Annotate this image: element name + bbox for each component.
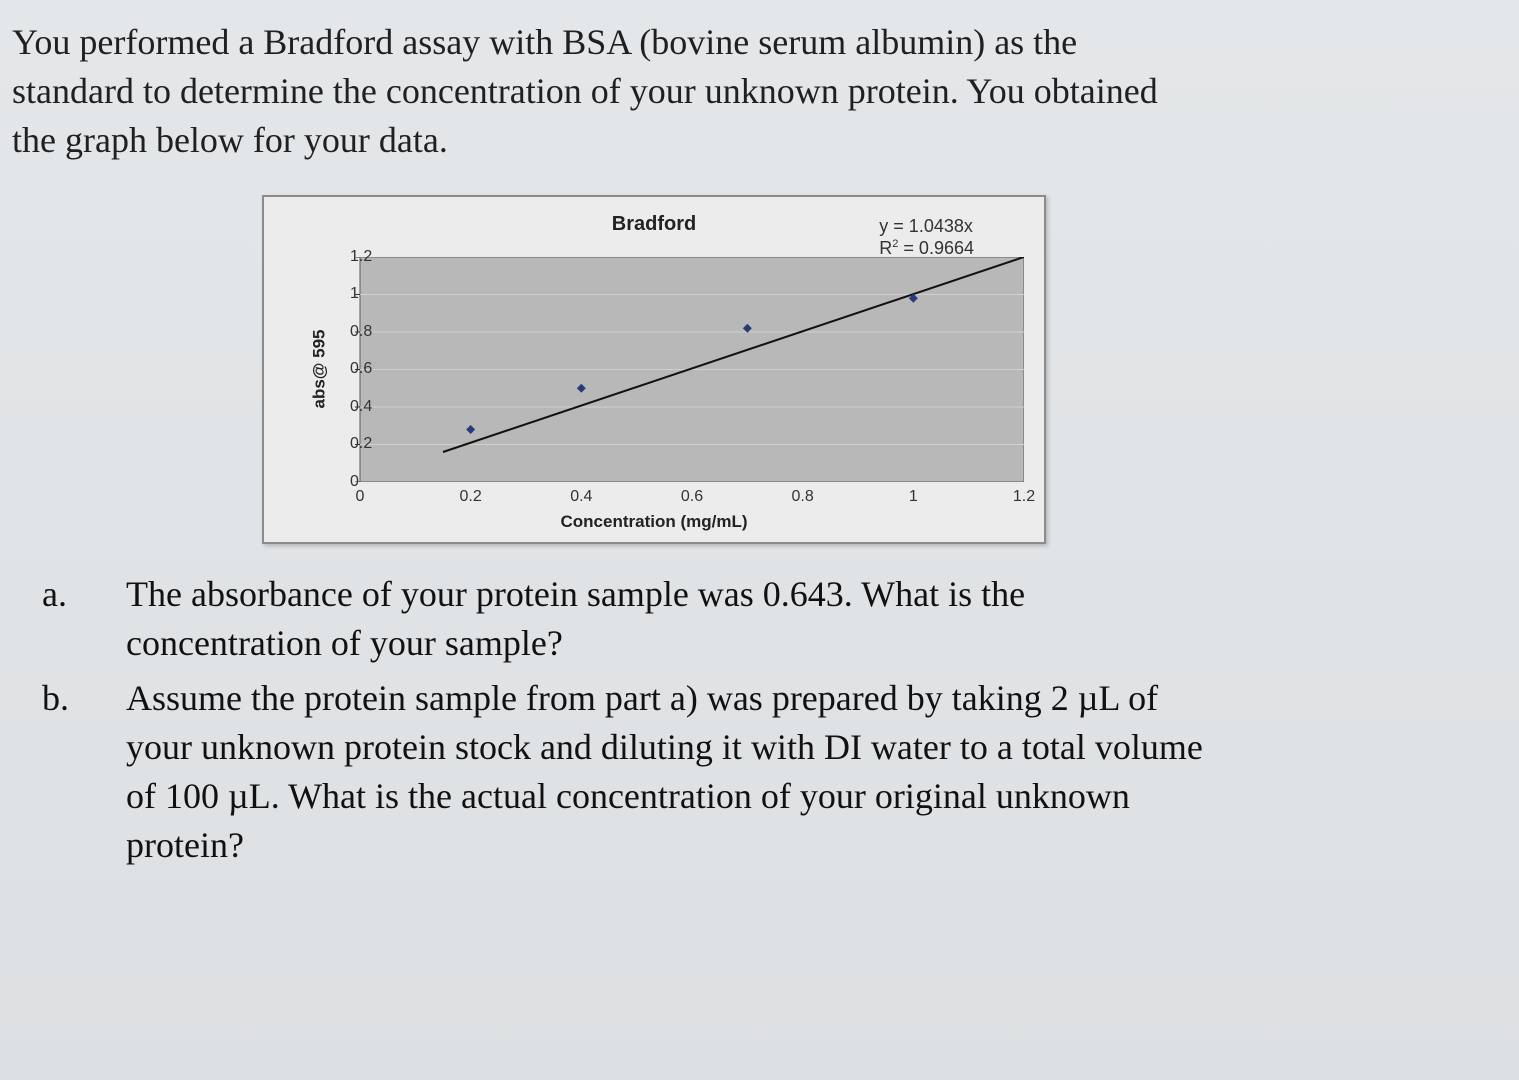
chart-equation: y = 1.0438x R2 = 0.9664 — [879, 215, 974, 260]
chart-svg — [322, 257, 1024, 482]
page: You performed a Bradford assay with BSA … — [0, 0, 1519, 870]
question-text: Assume the protein sample from part a) w… — [126, 674, 1497, 870]
x-tick-label: 0.6 — [681, 488, 703, 506]
x-tick-label: 0 — [356, 488, 365, 506]
y-tick-label: 0.8 — [350, 323, 352, 341]
x-tick-label: 1 — [909, 488, 918, 506]
x-tick-label: 1.2 — [1013, 488, 1035, 506]
question-line: protein? — [126, 825, 244, 865]
x-tick-label: 0.4 — [570, 488, 592, 506]
intro-line: You performed a Bradford assay with BSA … — [12, 22, 1077, 62]
y-tick-label: 0.2 — [350, 435, 352, 453]
question-label: a. — [12, 570, 126, 668]
question-text: The absorbance of your protein sample wa… — [126, 570, 1497, 668]
y-tick-label: 0 — [350, 473, 352, 491]
question-line: The absorbance of your protein sample wa… — [126, 574, 1025, 614]
question-a: a. The absorbance of your protein sample… — [12, 570, 1497, 668]
intro-line: standard to determine the concentration … — [12, 71, 1158, 111]
x-tick-label: 0.2 — [460, 488, 482, 506]
y-tick-label: 0.4 — [350, 398, 352, 416]
equation-line1: y = 1.0438x — [879, 216, 973, 236]
intro-text: You performed a Bradford assay with BSA … — [12, 18, 1497, 165]
bradford-chart: Bradford y = 1.0438x R2 = 0.9664 abs@ 59… — [262, 195, 1046, 544]
y-tick-label: 1.2 — [350, 248, 352, 266]
equation-line2-r: R — [879, 238, 892, 258]
y-tick-label: 1 — [350, 285, 352, 303]
question-line: of 100 µL. What is the actual concentrat… — [126, 776, 1130, 816]
question-label: b. — [12, 674, 126, 870]
x-axis-label: Concentration (mg/mL) — [264, 512, 1044, 532]
question-line: your unknown protein stock and diluting … — [126, 727, 1203, 767]
plot-area: 00.20.40.60.811.200.20.40.60.811.2 — [322, 257, 1024, 482]
question-line: Assume the protein sample from part a) w… — [126, 678, 1158, 718]
intro-line: the graph below for your data. — [12, 120, 448, 160]
questions: a. The absorbance of your protein sample… — [12, 570, 1497, 870]
y-tick-label: 0.6 — [350, 360, 352, 378]
x-tick-label: 0.8 — [792, 488, 814, 506]
question-b: b. Assume the protein sample from part a… — [12, 674, 1497, 870]
equation-line2-val: = 0.9664 — [898, 238, 974, 258]
question-line: concentration of your sample? — [126, 623, 563, 663]
